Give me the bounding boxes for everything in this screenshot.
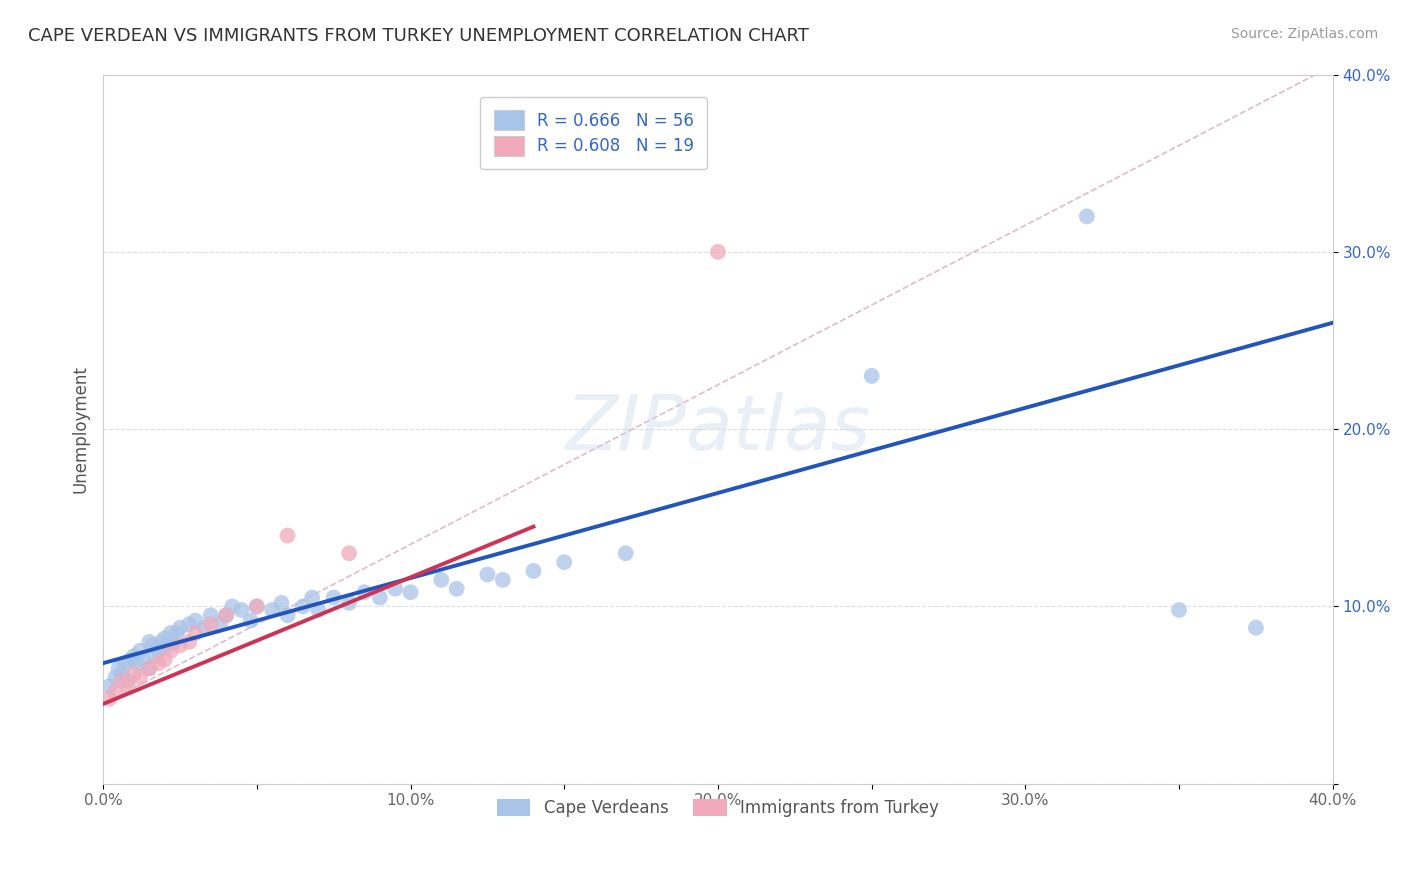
Point [277,608,299,623]
Point [138,661,160,675]
Point [125,656,148,670]
Point [860,368,883,383]
Point [492,573,515,587]
Text: ZIPatlas: ZIPatlas [565,392,870,467]
Point [1244,621,1267,635]
Point [200,617,222,632]
Point [707,244,730,259]
Point [231,603,253,617]
Point [353,585,375,599]
Point [107,661,129,675]
Legend: Cape Verdeans, Immigrants from Turkey: Cape Verdeans, Immigrants from Turkey [489,790,948,825]
Point [117,679,139,693]
Point [1076,210,1098,224]
Point [150,635,173,649]
Point [169,621,191,635]
Point [215,608,238,623]
Point [277,528,299,542]
Point [477,567,499,582]
Point [148,656,170,670]
Point [200,608,222,623]
Point [104,684,127,698]
Point [122,666,145,681]
Y-axis label: Unemployment: Unemployment [72,365,89,493]
Point [322,591,344,605]
Point [145,649,167,664]
Point [129,644,152,658]
Point [163,635,186,649]
Point [156,639,179,653]
Point [291,599,314,614]
Point [446,582,468,596]
Point [368,591,391,605]
Text: CAPE VERDEAN VS IMMIGRANTS FROM TURKEY UNEMPLOYMENT CORRELATION CHART: CAPE VERDEAN VS IMMIGRANTS FROM TURKEY U… [28,27,808,45]
Text: Source: ZipAtlas.com: Source: ZipAtlas.com [1230,27,1378,41]
Point [262,603,284,617]
Point [430,573,453,587]
Point [221,599,243,614]
Point [114,656,136,670]
Point [246,599,269,614]
Point [614,546,637,560]
Point [129,670,152,684]
Point [141,639,163,653]
Point [194,621,217,635]
Point [553,555,575,569]
Point [148,644,170,658]
Point [184,614,207,628]
Point [208,617,231,632]
Point [384,582,406,596]
Point [159,644,181,658]
Point [246,599,269,614]
Point [159,626,181,640]
Point [132,652,155,666]
Point [179,617,201,632]
Point [179,635,201,649]
Point [307,603,329,617]
Point [301,591,323,605]
Point [1168,603,1191,617]
Point [337,596,360,610]
Point [122,649,145,664]
Point [104,670,127,684]
Point [270,596,292,610]
Point [110,666,132,681]
Point [138,635,160,649]
Point [153,632,176,646]
Point [239,614,262,628]
Point [98,691,121,706]
Point [337,546,360,560]
Point [215,608,238,623]
Point [522,564,544,578]
Point [399,585,422,599]
Point [153,652,176,666]
Point [120,652,142,666]
Point [166,626,188,640]
Point [184,626,207,640]
Point [117,673,139,688]
Point [98,679,121,693]
Point [169,639,191,653]
Point [110,673,132,688]
Point [138,661,160,675]
